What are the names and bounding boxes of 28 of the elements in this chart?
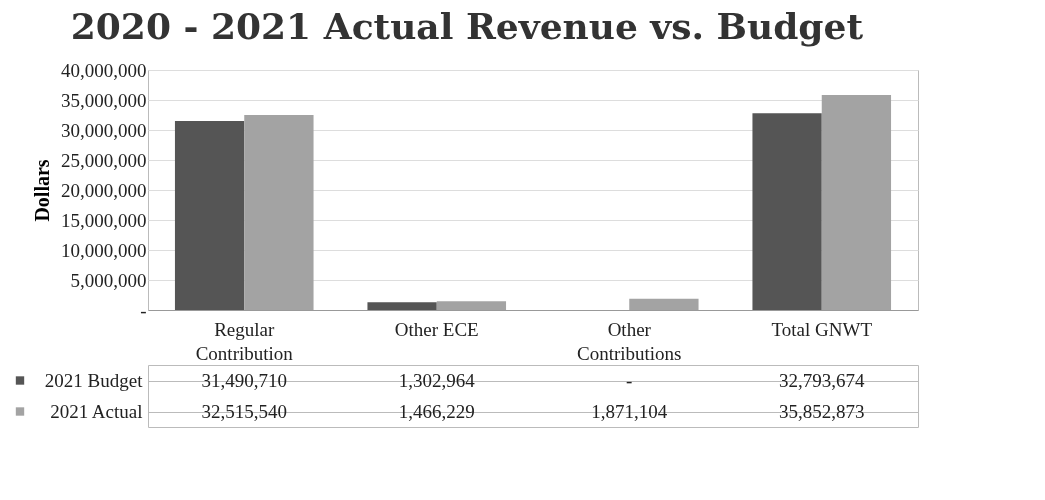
y-tick-label: 30,000,000 xyxy=(61,119,147,141)
y-axis-title: Dollars xyxy=(31,159,53,222)
y-tick-label: 40,000,000 xyxy=(61,59,147,81)
bar xyxy=(752,113,822,310)
legend-label: 2021 Budget xyxy=(44,370,144,391)
y-tick-label: 20,000,000 xyxy=(61,179,147,201)
chart-title: 2020 - 2021 Actual Revenue vs. Budget xyxy=(70,4,864,47)
y-tick-label: 5,000,000 xyxy=(70,269,147,291)
y-tick-label: - xyxy=(140,299,147,321)
y-tick-label: 35,000,000 xyxy=(61,89,147,111)
data-label: 35,852,873 xyxy=(779,400,865,422)
y-tick-label: 25,000,000 xyxy=(61,149,147,171)
data-label: 32,515,540 xyxy=(201,400,287,422)
x-tick-label: Other ECE xyxy=(394,318,479,340)
data-label: 1,466,229 xyxy=(398,400,475,422)
data-label: 1,871,104 xyxy=(591,400,668,422)
x-tick-label: Other Contributions xyxy=(576,318,682,364)
data-label: - xyxy=(626,369,633,391)
y-tick-label: 10,000,000 xyxy=(61,239,147,261)
x-tick-label: Total GNWT xyxy=(771,318,873,340)
bar xyxy=(367,302,437,310)
data-label: 1,302,964 xyxy=(398,369,476,391)
y-tick-label: 15,000,000 xyxy=(61,209,147,231)
data-label: 31,490,710 xyxy=(201,369,287,391)
bar xyxy=(174,121,245,310)
x-tick-label: Regular Contribution xyxy=(195,318,294,364)
data-label: 32,793,674 xyxy=(779,369,865,391)
legend-label: 2021 Actual xyxy=(50,401,143,422)
